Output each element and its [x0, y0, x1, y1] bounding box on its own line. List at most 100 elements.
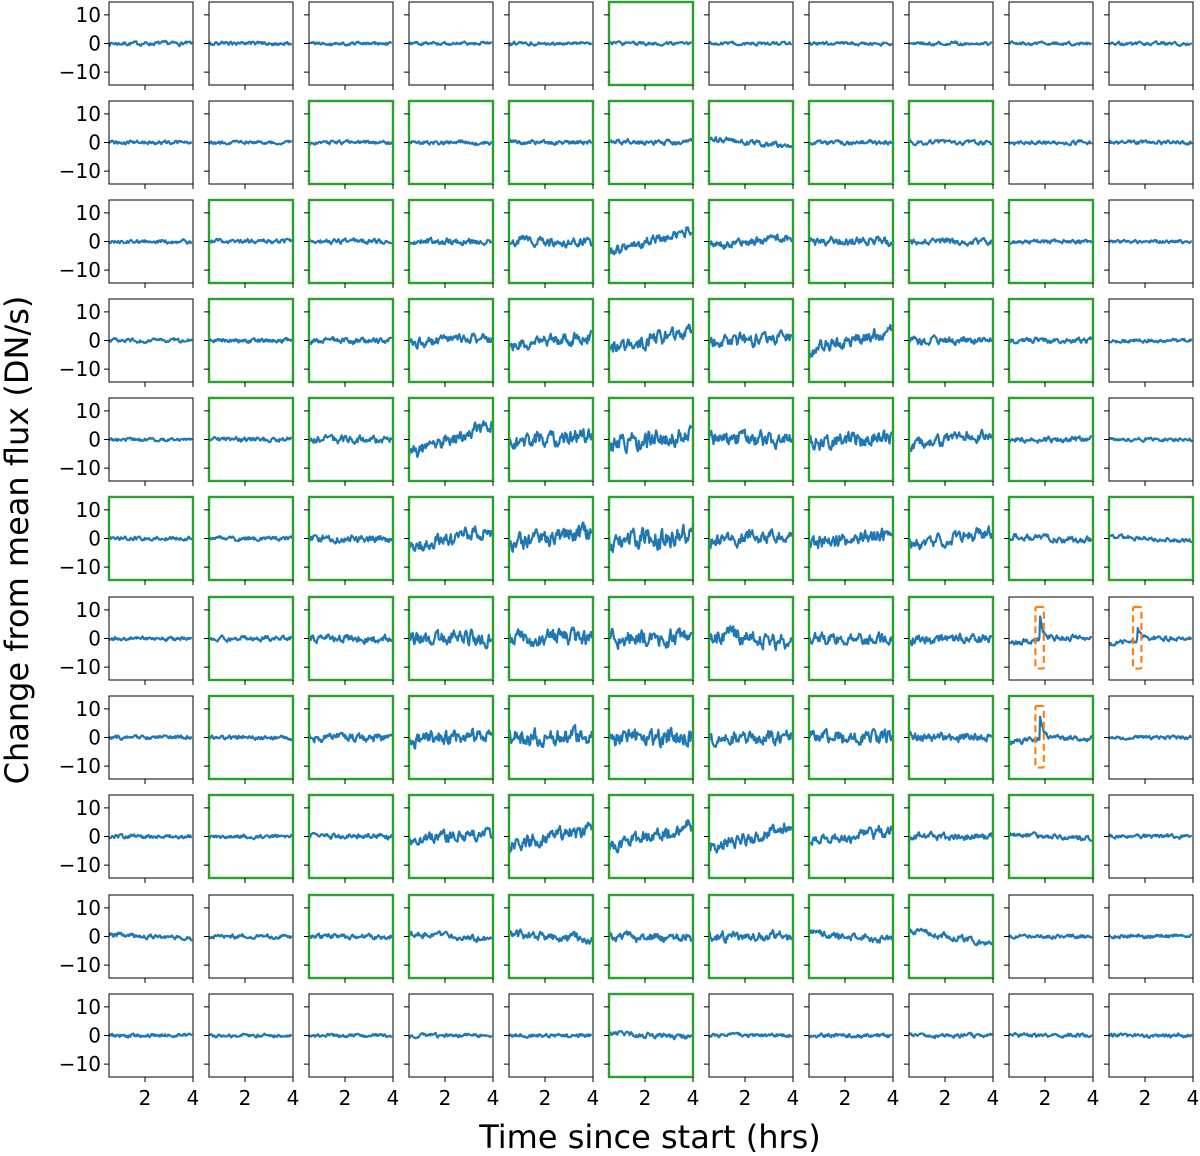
light-curve-series — [509, 723, 593, 749]
light-curve-series — [1109, 832, 1193, 840]
panel-r6-c4 — [504, 595, 595, 685]
panel-r5-c6 — [704, 495, 795, 585]
light-curve-series — [1009, 1031, 1093, 1039]
y-tick-label: 0 — [88, 726, 101, 750]
panel-r4-c9 — [1004, 396, 1095, 486]
panel-r7-c7 — [804, 694, 895, 784]
x-tick-label: 2 — [839, 1086, 852, 1110]
y-tick-label: 10 — [76, 498, 101, 522]
panel-r6-c9 — [1004, 596, 1094, 685]
light-curve-series — [309, 433, 393, 445]
y-tick-label: 10 — [76, 201, 101, 225]
x-tick-label: 4 — [287, 1086, 300, 1110]
light-curve-series — [609, 930, 693, 944]
light-curve-series — [809, 40, 893, 47]
x-tick-label: 2 — [339, 1086, 352, 1110]
light-curve-series — [609, 819, 693, 854]
light-curve-series — [509, 521, 593, 553]
panel-r8-c9 — [1004, 793, 1095, 883]
light-curve-series — [609, 726, 693, 749]
light-curve-series — [509, 821, 593, 854]
panel-r4-c0: 10 0 −10 — [59, 397, 194, 486]
light-curve-series — [309, 534, 393, 545]
y-tick-label: −10 — [59, 555, 101, 579]
panel-r8-c2 — [304, 793, 395, 883]
panel-r2-c8 — [904, 198, 995, 288]
panel-r2-c9 — [1004, 198, 1095, 288]
panel-r2-c10 — [1104, 199, 1194, 288]
panel-r8-c5 — [604, 793, 695, 883]
panel-r9-c3 — [404, 893, 495, 983]
light-curve-series — [209, 40, 293, 47]
panel-r6-c8 — [904, 595, 995, 685]
light-curve-series — [609, 627, 693, 651]
light-curve-series — [509, 626, 593, 648]
panel-r5-c1 — [204, 495, 295, 585]
panel-r8-c10 — [1104, 794, 1194, 883]
panel-r8-c6 — [704, 793, 795, 883]
x-tick-label: 4 — [187, 1086, 200, 1110]
panel-r5-c4 — [504, 495, 595, 585]
panel-r8-c0: 10 0 −10 — [59, 794, 194, 883]
panel-r9-c7 — [804, 893, 895, 983]
light-curve-series — [509, 329, 593, 352]
light-curve-series — [409, 826, 493, 846]
panel-r2-c0: 10 0 −10 — [59, 199, 194, 288]
highlighted-panel-frame — [907, 495, 995, 582]
panel-r7-c0: 10 0 −10 — [59, 695, 194, 784]
light-curve-series — [1009, 532, 1093, 544]
panel-r8-c4 — [504, 793, 595, 883]
light-curve-series — [509, 138, 593, 146]
x-tick-label: 2 — [539, 1086, 552, 1110]
y-tick-label: −10 — [59, 456, 101, 480]
light-curve-series — [109, 931, 193, 942]
x-tick-label: 4 — [687, 1086, 700, 1110]
panel-r3-c8 — [904, 297, 995, 387]
light-curve-series — [109, 535, 193, 542]
light-curve-series — [509, 1032, 593, 1039]
panel-r7-c3 — [404, 694, 495, 784]
panel-r9-c4 — [504, 893, 595, 983]
light-curve-series — [409, 332, 493, 350]
x-tick-label: 2 — [939, 1086, 952, 1110]
panel-r3-c6 — [704, 297, 795, 387]
panel-r1-c10 — [1104, 100, 1194, 189]
light-curve-series — [1009, 434, 1093, 444]
panel-r0-c2 — [304, 1, 394, 90]
light-curve-series — [909, 236, 993, 247]
light-curve-series — [709, 136, 793, 149]
light-curve-series — [1009, 139, 1093, 147]
light-curve-series — [1109, 533, 1193, 544]
panel-r7-c2 — [304, 694, 395, 784]
light-curve-series — [909, 1031, 993, 1040]
y-tick-label: −10 — [59, 258, 101, 282]
light-curve-series — [1109, 1032, 1193, 1040]
light-curve-series — [909, 40, 993, 47]
light-curve-series — [809, 1032, 893, 1039]
light-curve-series — [1009, 238, 1093, 245]
y-tick-label: −10 — [59, 655, 101, 679]
light-curve-series — [909, 632, 993, 647]
light-curve-series — [209, 535, 293, 543]
light-curve-series — [709, 929, 793, 944]
panel-r0-c7 — [804, 1, 894, 90]
panel-r6-c1 — [204, 595, 295, 685]
y-tick-label: 0 — [88, 527, 101, 551]
light-curve-series — [109, 1032, 193, 1039]
y-axis-label: Change from mean flux (DN/s) — [0, 296, 36, 785]
light-curve-series — [209, 336, 293, 344]
panel-r9-c1 — [204, 894, 294, 983]
x-tick-label: 4 — [887, 1086, 900, 1110]
light-curve-series — [809, 727, 893, 746]
panel-r2-c1 — [204, 198, 295, 288]
panel-r1-c0: 10 0 −10 — [59, 100, 194, 189]
light-curve-series — [309, 932, 393, 941]
panel-r0-c5 — [604, 0, 695, 90]
panel-r5-c2 — [304, 495, 395, 585]
panel-r3-c4 — [504, 297, 595, 387]
event-highlight-box — [1131, 605, 1143, 670]
